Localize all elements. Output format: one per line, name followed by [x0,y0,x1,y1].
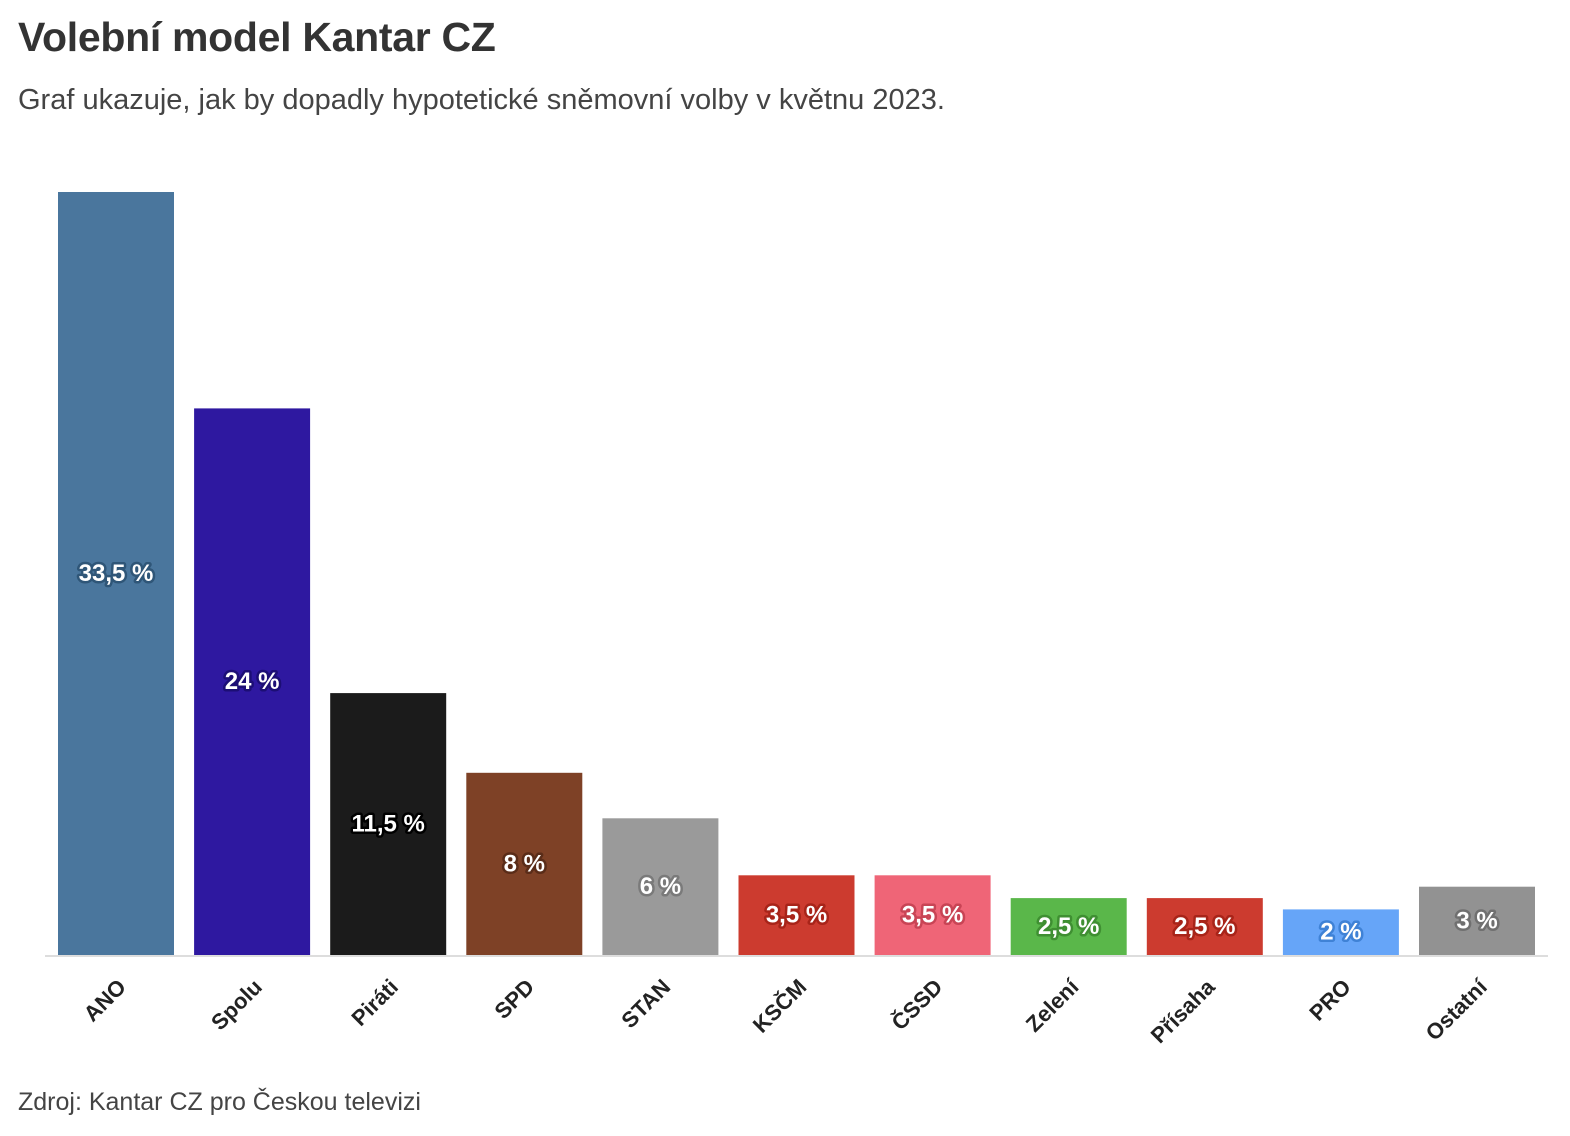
bar-value-label: 6 % [640,873,681,900]
bar-value-label: 11,5 % [351,811,424,838]
bar-value-label: 33,5 % [79,560,154,587]
bar [466,772,583,955]
bar [874,875,991,955]
chart-subtitle: Graf ukazuje, jak by dopadly hypotetické… [18,84,945,116]
x-tick-label: Piráti [346,974,403,1031]
bar [58,192,174,955]
bar-value-label: 2,5 % [1038,913,1099,940]
bar-value-label: 24 % [225,668,280,695]
bar-value-label: 8 % [504,850,545,877]
bar [330,693,447,955]
bar [738,875,855,955]
bar [194,408,311,955]
x-tick-label: Přísaha [1146,974,1220,1048]
bar [602,818,719,955]
x-tick-label: ANO [79,974,131,1026]
x-tick-label: STAN [616,974,675,1033]
bar [1146,898,1263,955]
x-tick-label: SPD [489,974,539,1024]
bar-chart: 33,5 % ANO 24 % Spolu 11,5 % Piráti 8 % SPD 6 % S… [45,192,1548,1048]
source-note: Zdroj: Kantar CZ pro Českou televizi [18,1088,421,1116]
bar-value-label: 3 % [1456,907,1497,934]
bar-value-label: 3,5 % [766,902,827,929]
x-tick-label: Ostatní [1421,974,1493,1046]
bar [1419,886,1535,955]
bar-value-label: 2 % [1320,919,1361,946]
x-tick-label: Zelení [1021,974,1084,1037]
x-tick-label: PRO [1304,974,1355,1025]
bar [1282,909,1399,955]
x-tick-label: ČSSD [887,974,948,1035]
bar-value-label: 2,5 % [1174,913,1235,940]
bar [1010,898,1127,955]
x-tick-label: Spolu [206,974,267,1035]
x-tick-label: KSČM [748,974,811,1037]
bar-value-label: 3,5 % [902,902,963,929]
chart-title: Volební model Kantar CZ [18,14,496,60]
